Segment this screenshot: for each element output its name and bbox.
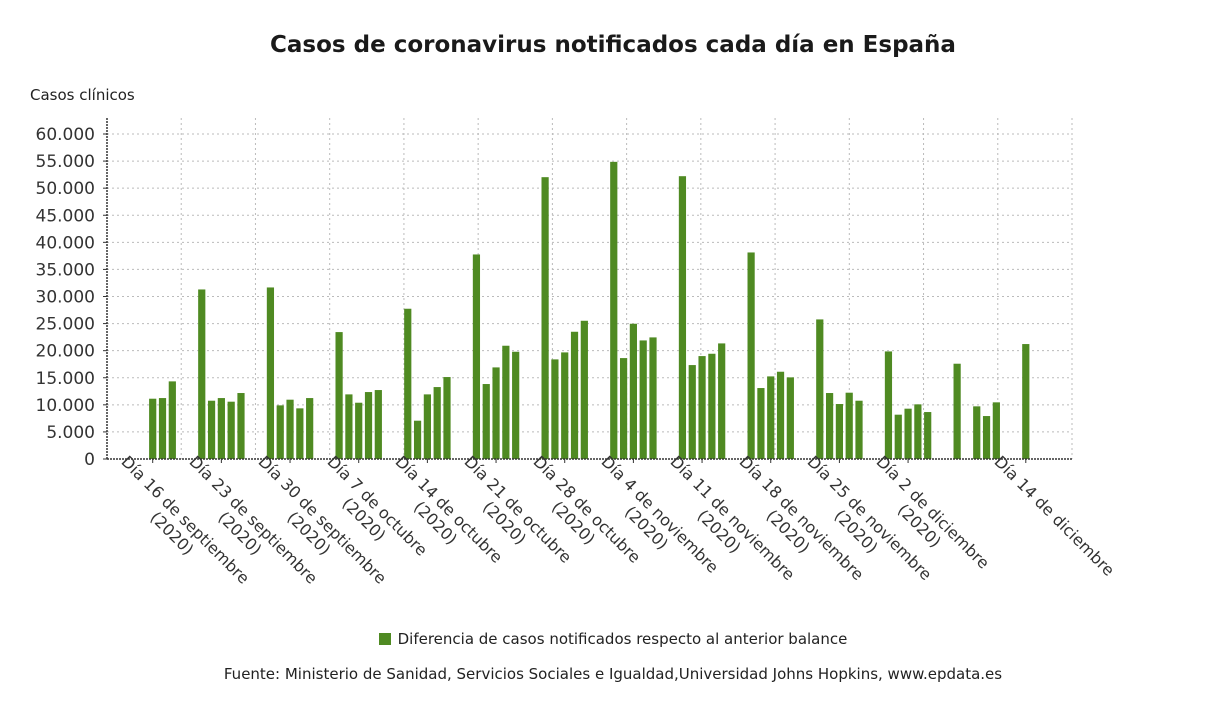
bar [472,254,481,459]
bar [306,398,314,459]
y-tick-label: 25.000 [36,315,95,335]
bar [237,393,245,459]
y-axis-label: Casos clínicos [30,86,135,104]
bar [992,402,1000,459]
source-note: Fuente: Ministerio de Sanidad, Servicios… [223,665,1003,683]
bar [953,363,961,459]
bar [502,345,510,459]
bar [345,394,353,459]
y-tick-label: 45.000 [36,206,95,226]
bar [561,352,569,459]
bar [649,337,657,459]
bar [845,392,853,459]
bar [580,320,588,459]
bar [835,404,843,459]
bar [149,398,157,459]
bar [698,356,706,459]
y-tick-label: 15.000 [36,369,95,389]
y-tick-label: 60.000 [36,125,95,145]
bar [718,343,726,459]
bar [747,252,755,459]
bar [355,402,363,459]
bar [825,393,834,459]
bar [158,398,167,459]
bar [551,359,559,459]
bar [168,381,176,459]
bar [296,408,304,459]
bar [610,161,618,459]
bar [757,388,765,459]
bar [629,323,637,459]
bar [904,408,912,459]
bar [894,414,902,459]
bar [776,371,785,459]
legend-label: Diferencia de casos notificados respecto… [397,630,848,648]
bar [786,377,794,459]
bar [276,405,284,459]
y-tick-label: 40.000 [36,233,95,253]
y-tick-label: 5.000 [46,423,95,443]
bar [639,340,647,459]
bar [433,387,441,459]
bar [619,358,628,459]
bar [884,351,893,459]
bar [482,384,490,459]
bar [816,319,824,459]
bar [413,420,422,459]
bar [914,404,922,459]
bar [217,398,225,459]
y-tick-label: 30.000 [36,288,95,308]
bar [207,400,216,459]
bar [1022,344,1030,459]
bar [708,353,716,459]
bar [982,416,991,459]
y-tick-label: 35.000 [36,260,95,280]
bar [492,367,500,459]
bar [767,376,775,459]
y-tick-label: 50.000 [36,179,95,199]
y-tick-label: 55.000 [36,152,95,172]
bar [404,308,412,459]
bar [973,406,981,459]
bar [541,177,549,459]
bar [364,392,373,459]
bar [512,351,520,459]
legend-swatch [378,633,391,645]
bar [286,399,294,459]
bar [423,394,431,459]
legend: Diferencia de casos notificados respecto… [0,630,1226,648]
y-tick-label: 20.000 [36,342,95,362]
y-tick-label: 0 [84,450,95,470]
bar [570,331,579,459]
bar [855,400,863,459]
bar [266,287,275,459]
bar [443,377,451,459]
bar [198,289,206,459]
chart-title: Casos de coronavirus notificados cada dí… [270,32,956,58]
bar [374,390,382,459]
bar [688,365,696,459]
bar [227,401,235,459]
y-tick-label: 10.000 [36,396,95,416]
bar [924,412,932,459]
bar [678,176,687,459]
bar [335,332,343,459]
